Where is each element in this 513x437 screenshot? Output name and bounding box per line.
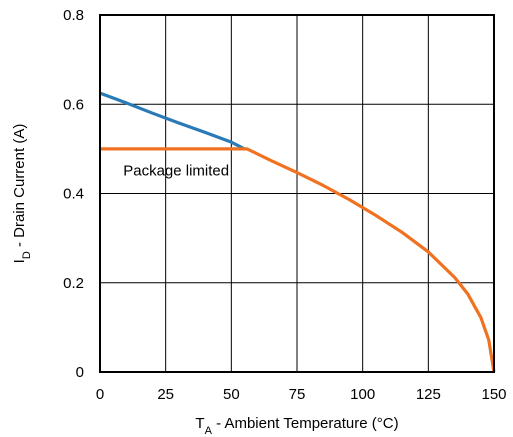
y-axis-label: ID - Drain Current (A)	[11, 124, 33, 264]
x-tick-label: 100	[350, 386, 375, 403]
y-axis-label-rest: - Drain Current (A)	[11, 124, 28, 252]
x-axis-label-subscript: A	[205, 425, 213, 437]
x-tick-label: 75	[289, 386, 306, 403]
y-tick-label: 0.8	[63, 7, 84, 24]
x-tick-label: 0	[96, 386, 104, 403]
x-tick-labels: 0 25 50 75 100 125 150	[96, 386, 507, 403]
y-tick-label: 0.2	[63, 275, 84, 292]
annotations: Package limited	[123, 163, 229, 180]
x-tick-label: 50	[223, 386, 240, 403]
series-line-1	[99, 91, 246, 151]
y-axis-label-main: I	[11, 259, 28, 263]
x-axis-label-rest: - Ambient Temperature (°C)	[212, 415, 399, 432]
y-axis-label-subscript: D	[21, 251, 33, 259]
plot-frame	[99, 14, 495, 373]
grid	[100, 15, 494, 372]
x-axis-label: TA - Ambient Temperature (°C)	[195, 415, 398, 437]
x-axis-label-main: T	[195, 415, 204, 432]
x-tick-label: 125	[416, 386, 441, 403]
x-tick-label: 150	[481, 386, 506, 403]
y-tick-label: 0.6	[63, 96, 84, 113]
x-tick-label: 25	[157, 386, 174, 403]
y-tick-labels: 0 0.2 0.4 0.6 0.8	[63, 7, 84, 381]
annotation-label: Package limited	[123, 163, 229, 180]
y-tick-label: 0.4	[63, 186, 84, 203]
y-tick-label: 0	[76, 364, 84, 381]
series-layer	[99, 91, 496, 373]
series-line-2	[100, 147, 496, 373]
